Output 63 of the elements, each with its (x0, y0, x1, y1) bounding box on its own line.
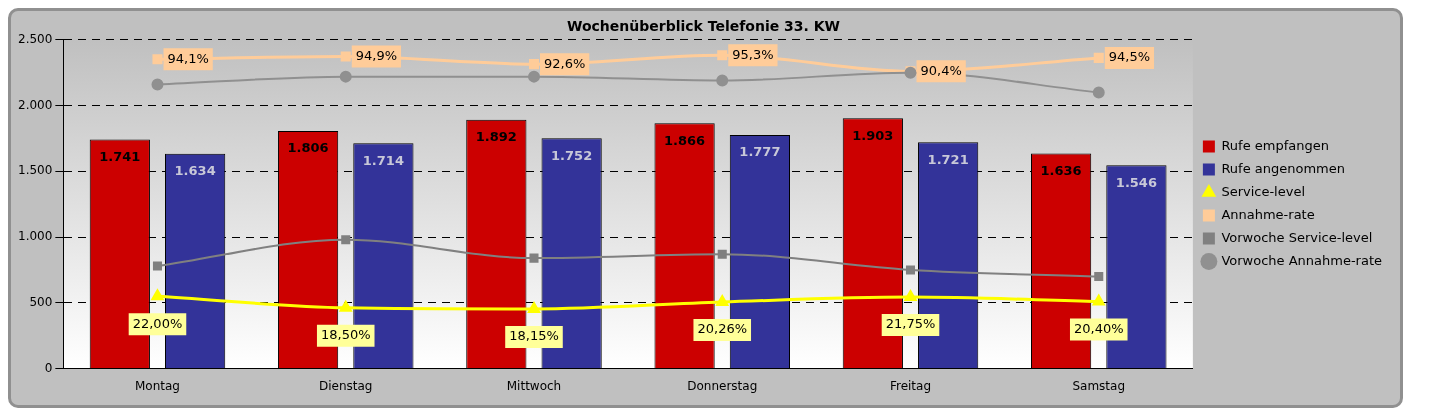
data-label: 18,50% (320, 327, 371, 343)
data-label: 1.752 (551, 147, 593, 163)
point (905, 265, 916, 275)
legend-label: Annahme-rate (1221, 206, 1315, 222)
data-label: 18,15% (509, 328, 559, 344)
data-label: 1.636 (1040, 162, 1082, 178)
point (339, 70, 352, 83)
x-tick-label: Samstag (1072, 378, 1126, 393)
data-label: 94,5% (1108, 49, 1151, 65)
data-label: 21,75% (885, 316, 936, 332)
point (528, 59, 540, 70)
point (340, 51, 351, 62)
data-label: 20,40% (1073, 320, 1124, 336)
x-tick-label: Dienstag (318, 378, 373, 393)
point (152, 261, 163, 271)
data-label: 20,26% (697, 321, 748, 337)
data-label: 94,9% (355, 47, 398, 63)
y-tick-label: 2.500 (17, 31, 53, 46)
data-label: 94,1% (167, 50, 209, 66)
point (529, 253, 539, 263)
point (716, 74, 729, 87)
point (527, 70, 540, 83)
point (151, 289, 164, 301)
data-label: 1.806 (287, 140, 329, 156)
point (341, 235, 351, 245)
y-tick-label: 500 (29, 294, 53, 309)
point (1094, 272, 1104, 282)
data-label: 22,00% (132, 315, 183, 331)
point (904, 290, 917, 302)
data-label: 1.634 (174, 163, 216, 179)
point (717, 50, 728, 61)
data-label: 1.777 (739, 144, 781, 160)
data-label: 1.892 (475, 129, 517, 145)
data-label: 1.546 (1115, 174, 1157, 190)
data-label: 1.741 (99, 149, 141, 164)
data-label: 1.714 (362, 152, 404, 168)
data-label: 92,6% (543, 55, 586, 71)
y-tick-label: 0 (44, 360, 53, 375)
legend-label: Vorwoche Annahme-rate (1221, 252, 1382, 268)
legend-label: Rufe angenommen (1221, 160, 1345, 176)
point (528, 302, 540, 313)
data-label: 1.721 (927, 151, 969, 167)
data-label: 1.866 (664, 132, 706, 148)
x-tick-label: Freitag (889, 378, 932, 393)
legend-label: Rufe empfangen (1221, 137, 1329, 153)
y-tick-label: 1.500 (17, 163, 53, 178)
point (716, 295, 729, 306)
data-label: 95,3% (732, 46, 774, 62)
legend-label: Vorwoche Service-level (1221, 229, 1373, 245)
chart-title: Wochenüberblick Telefonie 33. KW (566, 18, 841, 35)
point (717, 249, 727, 259)
x-tick-label: Mittwoch (506, 378, 562, 393)
point (151, 78, 164, 91)
x-tick-label: Montag (134, 378, 180, 393)
y-tick-label: 1.000 (17, 229, 53, 244)
y-tick-label: 2.000 (17, 97, 53, 112)
legend-label: Service-level (1221, 183, 1306, 199)
data-label: 1.903 (852, 127, 894, 143)
point (1092, 86, 1105, 99)
point (1093, 52, 1104, 63)
x-tick-label: Donnerstag (687, 378, 758, 393)
point (152, 54, 163, 65)
data-label: 90,4% (920, 62, 962, 78)
